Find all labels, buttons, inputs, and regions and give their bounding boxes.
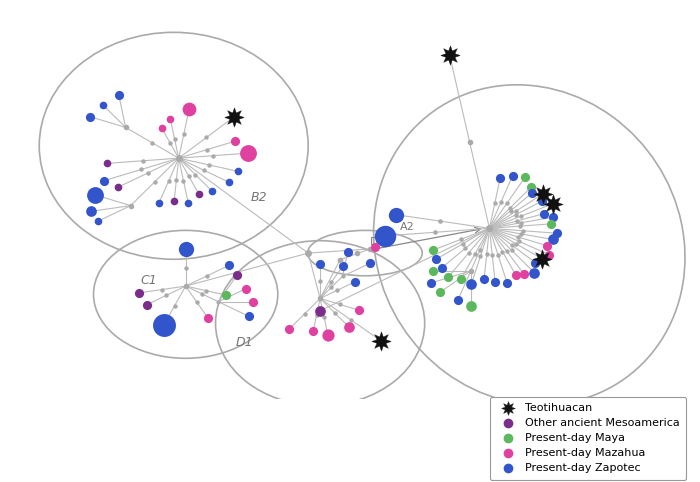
Text: C1: C1 xyxy=(141,274,158,287)
Text: B2: B2 xyxy=(251,191,267,204)
Text: D4: D4 xyxy=(370,237,386,247)
Text: A2: A2 xyxy=(400,223,414,232)
Legend: Teotihuacan, Other ancient Mesoamerica, Present-day Maya, Present-day Mazahua, P: Teotihuacan, Other ancient Mesoamerica, … xyxy=(490,397,686,480)
Text: D1: D1 xyxy=(235,335,253,348)
